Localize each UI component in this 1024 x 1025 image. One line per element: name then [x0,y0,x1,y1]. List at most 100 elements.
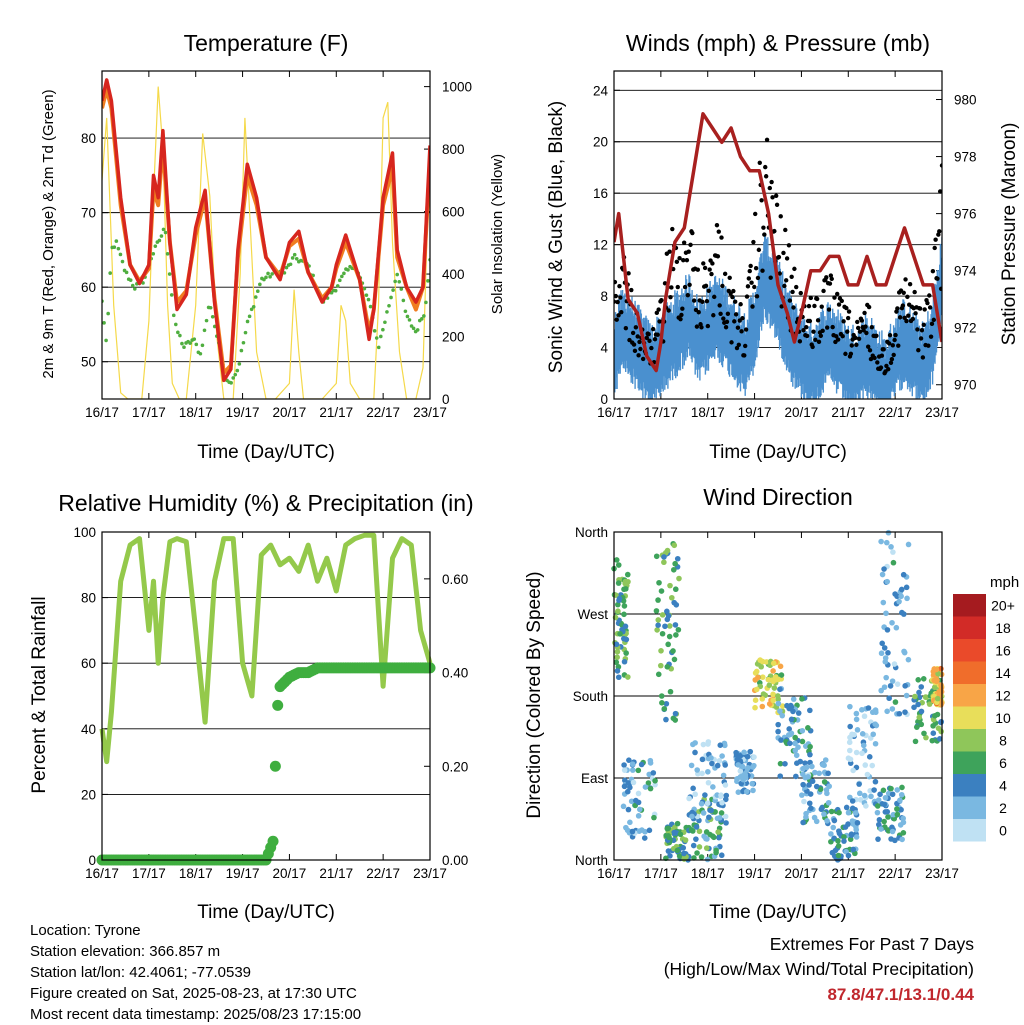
gust-point [682,284,688,290]
direction-point [655,671,662,678]
direction-point [692,791,698,798]
direction-point [672,710,679,717]
rh-xtick-label: 18/17 [179,866,213,881]
gust-point [853,335,858,341]
gust-point [715,254,721,259]
dewpoint-point [290,256,295,260]
gust-point [709,271,714,277]
direction-point [674,820,681,827]
rh-xtick-label: 16/17 [85,866,119,881]
direction-point [615,580,622,586]
direction-point [930,730,937,737]
gust-point [933,237,938,242]
direction-point [894,811,901,818]
direction-point [918,708,925,715]
dewpoint-point [171,313,176,318]
dewpoint-point [151,252,156,256]
direction-point [851,731,857,738]
direction-point [615,674,622,681]
gust-point [848,351,854,356]
gust-point [761,225,766,230]
gust-point [687,282,692,287]
dewpoint-point [104,338,108,343]
direction-point [613,641,620,648]
direction-point [750,787,756,794]
direction-point [653,553,660,560]
gust-point [649,345,654,351]
gust-point [895,306,900,311]
direction-point [666,633,673,640]
direction-point [777,708,783,714]
direction-point [661,554,667,560]
latlon-text: Station lat/lon: 42.4061; -77.0539 [30,964,252,981]
dewpoint-point [270,272,274,276]
direction-point [770,697,776,704]
legend-label: 6 [999,755,1007,771]
direction-point [884,808,891,815]
wind-ytick-label: 8 [600,289,608,304]
direction-point [630,779,637,786]
direction-point [673,632,679,638]
direction-point [843,804,850,811]
direction-point [650,770,657,776]
gust-point [743,327,749,332]
dewpoint-point [401,298,406,303]
direction-point [807,791,814,797]
direction-point [652,781,658,788]
direction-point [891,661,898,667]
gust-point [725,311,731,316]
direction-point [881,566,887,572]
direction-point [881,818,887,825]
speed-legend: mph 20+ 18 16 14 12 10 8 6 4 2 0 [953,574,1019,842]
wind-xtick-label: 22/17 [878,405,912,420]
direction-point [703,835,709,842]
rh-y2tick-label: 0.60 [442,572,468,587]
direction-point [658,693,665,699]
direction-point [782,761,788,767]
gust-point [731,288,736,294]
direction-point [933,666,940,673]
direction-point [813,818,820,825]
dewpoint-point [284,265,289,270]
gust-point [841,319,846,324]
gust-point [630,330,636,336]
direction-point [888,785,894,792]
temperature-ylabel: 2m & 9m T (Red, Orange) & 2m Td (Green) [40,89,57,378]
gust-point [835,291,840,297]
gust-point [881,347,886,352]
direction-point [665,848,672,854]
gust-point [749,280,754,285]
direction-point [699,770,705,777]
dewpoint-point [420,317,424,321]
wind-ytick-label: 0 [600,392,608,407]
direction-point [903,692,910,699]
elevation-text: Station elevation: 366.857 m [30,943,221,960]
direction-point [647,785,654,792]
dir-xtick-label: 19/17 [738,866,772,881]
dewpoint-point [108,271,112,275]
direction-point [853,749,860,756]
winds-ylabel: Sonic Wind & Gust (Blue, Black) [546,101,567,373]
dewpoint-point [379,334,383,339]
temp-xtick-label: 18/17 [179,405,213,420]
gust-point [797,339,803,344]
gust-point [705,323,711,329]
direction-point [779,712,786,719]
dewpoint-point [415,328,420,332]
gust-point [819,304,824,309]
gust-point [724,319,730,324]
direction-point [676,575,682,582]
temp-y2tick-label: 600 [442,205,465,220]
direction-point [699,756,706,763]
gust-point [633,325,639,330]
direction-point [836,809,842,816]
direction-point [842,824,849,830]
rh-ytick-label: 40 [81,722,96,737]
gust-point [810,344,815,350]
dewpoint-point [393,279,397,284]
direction-point [848,831,855,838]
gust-point [926,343,931,348]
direction-point [875,836,881,842]
wind-xtick-label: 21/17 [831,405,865,420]
direction-point [621,767,628,773]
